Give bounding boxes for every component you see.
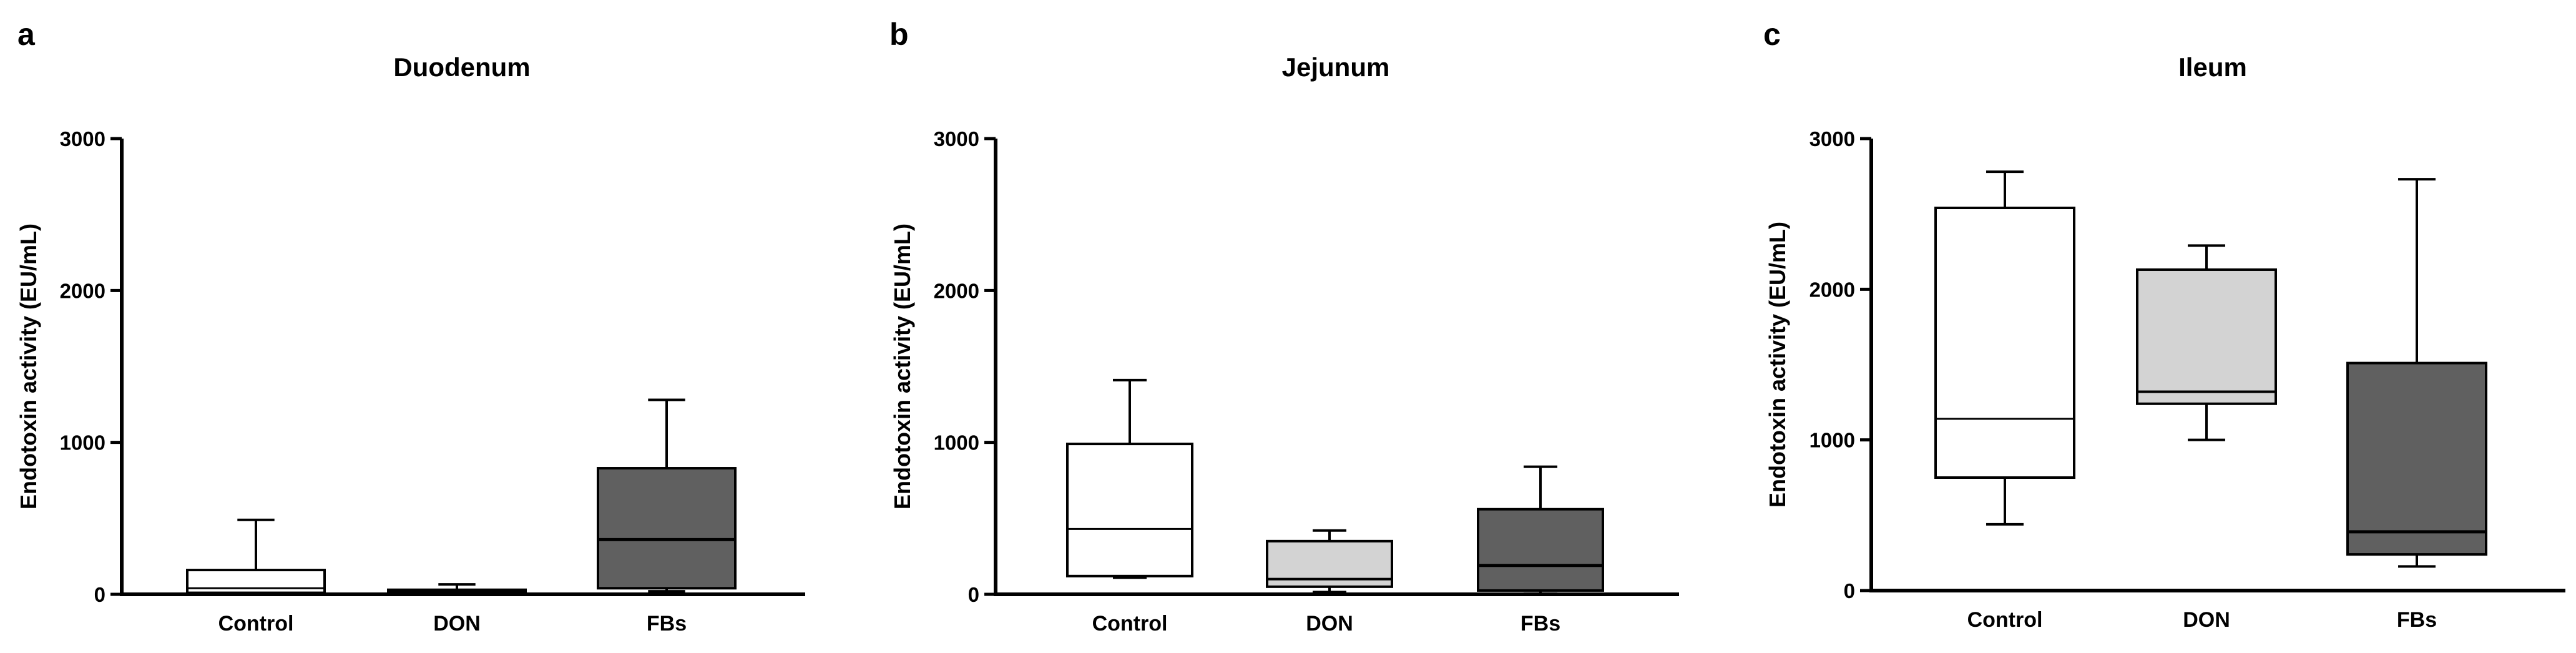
box-iqr — [2346, 361, 2487, 556]
box-don — [2136, 244, 2277, 441]
y-tick-label: 1000 — [1810, 429, 1855, 452]
chart-panel-a: a Duodenum Endotoxin activity (EU/mL) 0 1000… — [16, 17, 805, 636]
x-category-label: FBs — [647, 612, 687, 636]
box-iqr — [186, 569, 326, 594]
box-iqr — [597, 467, 737, 590]
box-iqr — [1934, 207, 2075, 479]
x-category-label: Control — [1092, 612, 1168, 636]
x-category-label: FBs — [1521, 612, 1560, 636]
y-tick-label: 3000 — [60, 127, 105, 150]
box-control — [1066, 378, 1193, 579]
y-tick-label: 3000 — [934, 127, 979, 150]
box-fbs — [2346, 178, 2487, 568]
chart-title: Duodenum — [393, 52, 530, 82]
x-category-label: DON — [2183, 608, 2230, 632]
x-category-label: Control — [218, 612, 294, 636]
y-tick-label: 2000 — [934, 279, 979, 302]
box-fbs — [1477, 465, 1604, 595]
box-control — [186, 518, 326, 596]
panel-letter: a — [17, 17, 36, 52]
x-category-label: DON — [1306, 612, 1353, 636]
panel-letter: c — [1763, 17, 1781, 52]
box-iqr — [1066, 443, 1193, 577]
y-axis-label: Endotoxin activity (EU/mL) — [16, 223, 41, 509]
x-category-label: FBs — [2397, 608, 2437, 632]
box-iqr — [2136, 268, 2277, 405]
y-tick-label: 0 — [1844, 579, 1855, 602]
y-tick-label: 2000 — [1810, 278, 1855, 301]
y-tick-label: 1000 — [60, 431, 105, 454]
box-fbs — [597, 398, 737, 593]
box-iqr — [1477, 508, 1604, 592]
y-axis-label: Endotoxin activity (EU/mL) — [1765, 222, 1790, 508]
box-don — [1266, 529, 1393, 594]
y-tick-label: 0 — [968, 583, 979, 606]
chart-title: Jejunum — [1282, 52, 1390, 82]
y-tick-label: 3000 — [1810, 127, 1855, 150]
y-tick-label: 1000 — [934, 431, 979, 454]
chart-panel-c: c Ileum Endotoxin activity (EU/mL) 0 1000 200… — [1763, 17, 2565, 632]
x-category-label: Control — [1967, 608, 2043, 632]
panel-letter: b — [889, 17, 909, 52]
y-tick-label: 2000 — [60, 279, 105, 302]
chart-title: Ileum — [2178, 52, 2247, 82]
y-axis-label: Endotoxin activity (EU/mL) — [889, 223, 915, 509]
box-don — [387, 583, 527, 596]
box-control — [1934, 170, 2075, 526]
x-category-label: DON — [433, 612, 481, 636]
chart-panel-b: b Jejunum Endotoxin activity (EU/mL) 0 1000 2… — [889, 17, 1679, 636]
y-tick-label: 0 — [94, 583, 105, 606]
